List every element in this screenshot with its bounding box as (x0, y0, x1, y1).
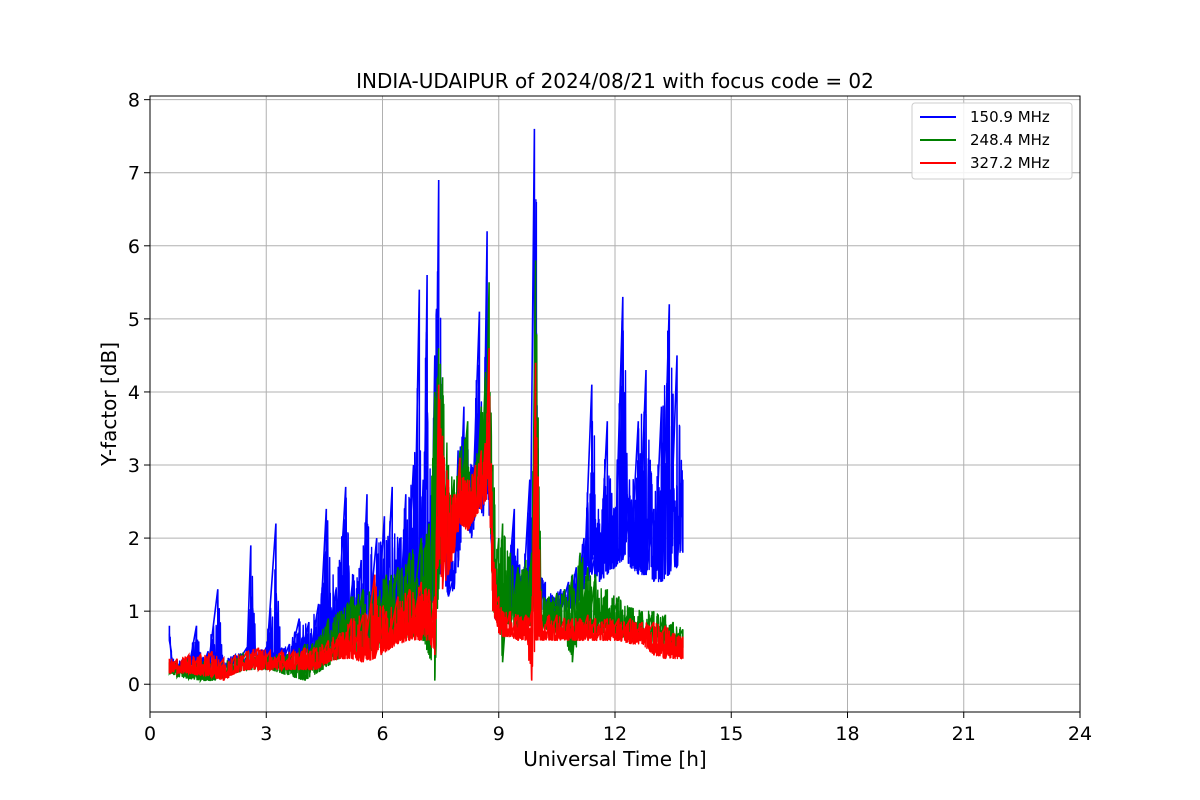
legend-label-150-mhz: 150.9 MHz (970, 108, 1050, 126)
series-noise-trace-1 (168, 334, 684, 682)
x-tick-label: 9 (493, 723, 505, 745)
y-axis-label: Y-factor [dB] (97, 342, 121, 467)
x-tick-label: 24 (1068, 723, 1092, 745)
legend-entry-3: 327.2 MHz (920, 154, 1050, 172)
y-tick-label: 0 (128, 674, 140, 696)
series-group (168, 128, 684, 684)
chart-title: INDIA-UDAIPUR of 2024/08/21 with focus c… (356, 69, 874, 93)
y-tick-label: 5 (128, 309, 140, 331)
x-tick-label: 0 (144, 723, 156, 745)
legend-box (911, 102, 1073, 180)
series-line-2 (168, 348, 684, 681)
y-tick-label: 3 (128, 455, 140, 477)
x-tick-label: 12 (603, 723, 627, 745)
y-tick-label: 1 (128, 601, 140, 623)
x-tick-label: 6 (376, 723, 388, 745)
legend: 150.9 MHz 248.4 MHz 327.2 MHz (911, 102, 1073, 180)
legend-entry-1: 150.9 MHz (920, 108, 1050, 126)
x-tick-label: 18 (835, 723, 859, 745)
x-tick-label: 21 (952, 723, 976, 745)
y-tick-label: 7 (128, 163, 140, 185)
y-tick-label: 8 (128, 90, 140, 112)
x-tick-label: 3 (260, 723, 272, 745)
y-tick-label: 2 (128, 528, 140, 550)
legend-label-248-mhz: 248.4 MHz (970, 131, 1050, 149)
x-tick-label: 15 (719, 723, 743, 745)
legend-entry-2: 248.4 MHz (920, 131, 1050, 149)
y-tick-label: 4 (128, 382, 140, 404)
legend-label-327-mhz: 327.2 MHz (970, 154, 1050, 172)
y-tick-label: 6 (128, 236, 140, 258)
x-axis-label: Universal Time [h] (523, 747, 706, 771)
